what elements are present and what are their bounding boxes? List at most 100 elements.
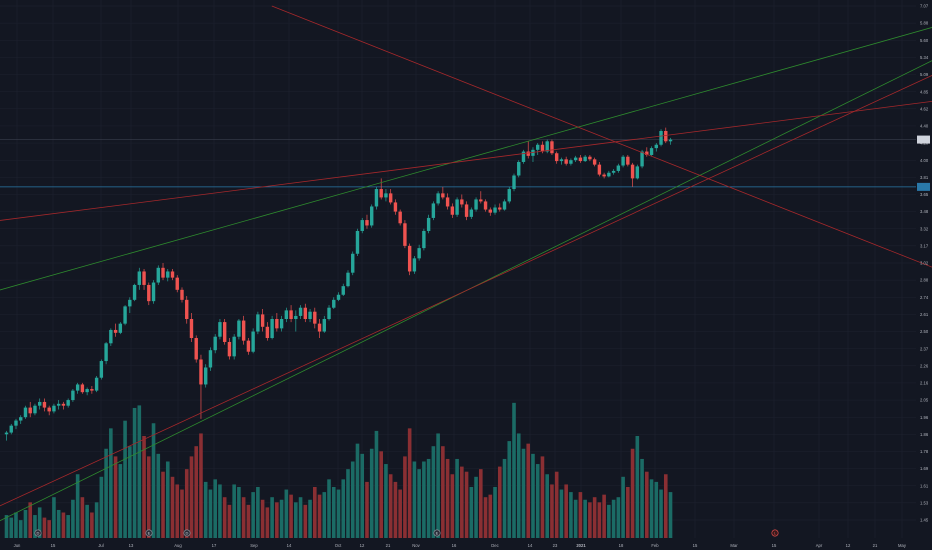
candle-body bbox=[99, 361, 104, 378]
time-tick-label: Nov bbox=[412, 543, 420, 548]
volume-bar bbox=[497, 466, 502, 538]
candle-body bbox=[71, 390, 75, 401]
volume-bar bbox=[602, 494, 606, 538]
event-marker-label: E bbox=[436, 531, 439, 536]
volume-bar bbox=[71, 499, 75, 538]
candle-body bbox=[128, 299, 132, 307]
volume-bar bbox=[232, 484, 236, 538]
price-tick-label: 5.09 bbox=[920, 72, 929, 77]
candle-body bbox=[588, 156, 592, 160]
price-tick-label: 1.45 bbox=[920, 518, 929, 523]
candle-body bbox=[469, 209, 474, 217]
candle-body bbox=[9, 425, 13, 433]
candle-body bbox=[640, 151, 644, 167]
volume-bar bbox=[317, 494, 322, 538]
volume-bar bbox=[422, 461, 426, 538]
volume-bar bbox=[80, 497, 85, 538]
trend-line-red bbox=[271, 5, 932, 268]
volume-bar bbox=[331, 487, 336, 538]
volume-bar bbox=[483, 497, 488, 538]
price-tick-label: 1.96 bbox=[920, 415, 929, 420]
price-tick-label: 3.02 bbox=[920, 261, 929, 266]
candle-body bbox=[298, 307, 303, 316]
time-tick-label: 23 bbox=[553, 543, 558, 548]
candle-body bbox=[251, 331, 255, 352]
candle-body bbox=[33, 405, 37, 414]
candle-body bbox=[94, 377, 99, 391]
candle-body bbox=[14, 420, 18, 426]
volume-bar bbox=[407, 428, 412, 538]
volume-bar bbox=[369, 448, 374, 538]
volume-bar bbox=[592, 497, 597, 538]
volume-bar bbox=[142, 436, 146, 538]
candle-body bbox=[635, 166, 640, 179]
volume-bar bbox=[654, 481, 659, 538]
trend-line-red bbox=[0, 75, 932, 507]
volume-bar bbox=[360, 453, 365, 538]
volume-bar bbox=[94, 502, 99, 538]
volume-bar bbox=[521, 448, 526, 538]
volume-bar bbox=[161, 471, 165, 538]
candle-body bbox=[256, 314, 260, 332]
event-marker-circle bbox=[771, 529, 779, 537]
volume-bar bbox=[275, 502, 279, 538]
price-level-badge bbox=[917, 135, 930, 144]
candle-body bbox=[536, 144, 540, 150]
event-marker-label: L bbox=[774, 531, 777, 536]
volume-bar bbox=[374, 430, 379, 538]
candle-body bbox=[436, 193, 440, 204]
volume-bar bbox=[474, 476, 478, 538]
volume-bar bbox=[298, 497, 303, 538]
volume-bar bbox=[37, 507, 42, 538]
event-marker-label: D bbox=[186, 531, 189, 536]
candle-body bbox=[185, 299, 189, 320]
volume-bar bbox=[270, 497, 274, 538]
volume-bar bbox=[559, 489, 564, 538]
price-tick-label: 2.88 bbox=[920, 278, 929, 283]
candle-body bbox=[194, 338, 198, 360]
time-tick-label: 15 bbox=[693, 543, 698, 548]
candle-body bbox=[322, 319, 326, 332]
candle-body bbox=[464, 204, 469, 217]
candle-body bbox=[42, 401, 47, 408]
volume-bar bbox=[104, 448, 108, 538]
candlestick-series bbox=[4, 127, 673, 441]
candle-body bbox=[668, 139, 673, 142]
candle-body bbox=[241, 320, 246, 341]
candle-body bbox=[441, 193, 445, 198]
candle-body bbox=[592, 159, 597, 165]
price-axis[interactable]: 7.075.885.605.345.094.854.624.404.204.00… bbox=[917, 4, 930, 523]
candle-body bbox=[279, 319, 284, 329]
candle-body bbox=[170, 271, 175, 278]
candle-body bbox=[284, 310, 289, 320]
volume-bar bbox=[18, 520, 23, 538]
trend-line-green bbox=[0, 60, 932, 522]
trend-lines[interactable] bbox=[0, 5, 932, 536]
volume-bar bbox=[9, 517, 14, 538]
candle-body bbox=[507, 189, 511, 202]
price-tick-label: 3.32 bbox=[920, 226, 929, 231]
candle-body bbox=[607, 172, 611, 177]
chart-grid bbox=[0, 0, 916, 538]
candle-body bbox=[460, 199, 464, 205]
volume-bar bbox=[545, 474, 550, 538]
price-tick-label: 4.40 bbox=[920, 124, 929, 129]
time-tick-label: 2021 bbox=[576, 543, 586, 548]
candle-body bbox=[47, 407, 51, 412]
candle-body bbox=[341, 286, 345, 295]
volume-bar bbox=[488, 494, 493, 538]
volume-bar bbox=[284, 489, 289, 538]
candle-body bbox=[227, 341, 232, 357]
candle-body bbox=[445, 197, 450, 207]
time-axis[interactable]: Jun 15 Jul 13 Aug 17 Sep 14 Oct 12 21 Nov 16 Dec 14 23 2… bbox=[14, 543, 907, 548]
price-tick-label: 1.53 bbox=[920, 500, 929, 505]
volume-bar bbox=[469, 487, 474, 538]
candle-body bbox=[123, 306, 127, 324]
candle-body bbox=[156, 267, 160, 283]
volume-bar bbox=[398, 489, 402, 538]
candle-body bbox=[85, 389, 89, 393]
candle-body bbox=[313, 311, 317, 324]
candle-body bbox=[583, 156, 587, 162]
